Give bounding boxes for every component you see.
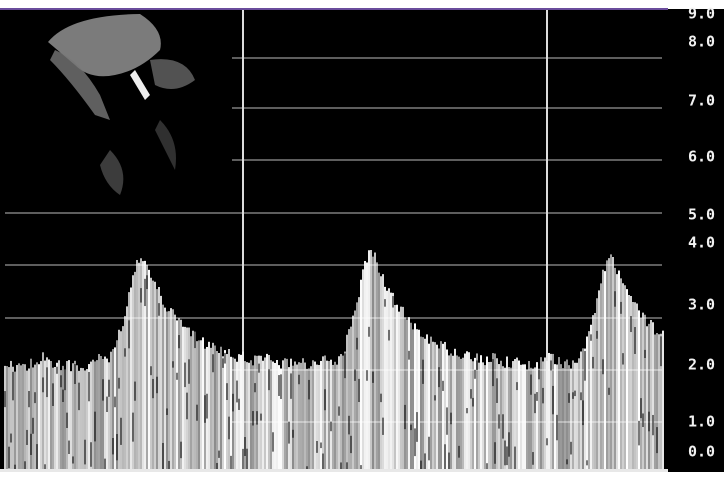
baseline	[0, 469, 668, 472]
scale-label: 2.0	[688, 356, 715, 374]
scale-label: 1.0	[688, 413, 715, 431]
scale-label: 9.0	[688, 5, 715, 23]
scale-label: 5.0	[688, 206, 715, 224]
scale-label: 4.0	[688, 234, 715, 252]
scale-label: 6.0	[688, 148, 715, 166]
bottom-margin	[0, 472, 724, 479]
scale-label: 8.0	[688, 33, 715, 51]
top-margin	[0, 0, 724, 9]
scale-label: 7.0	[688, 92, 715, 110]
scale-label: 3.0	[688, 296, 715, 314]
doppler-screen: 9.0 8.0 7.0 6.0 5.0 4.0 3.0 2.0 1.0 0.0	[0, 0, 724, 479]
scale-label: 0.0	[688, 443, 715, 461]
